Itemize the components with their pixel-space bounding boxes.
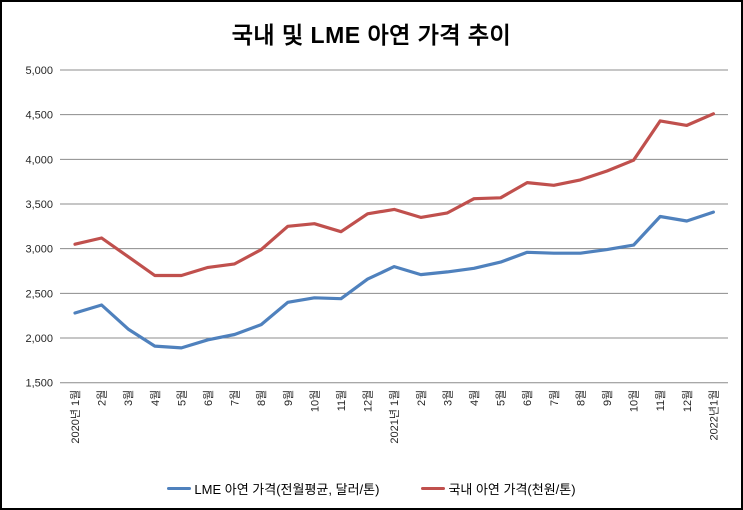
x-axis-tick-label: 2022년1월: [707, 390, 720, 441]
x-axis-tick-label: 12월: [681, 390, 694, 412]
x-axis-tick-label: 11월: [335, 390, 348, 412]
x-axis-tick-label: 4월: [468, 390, 481, 406]
x-axis-tick-label: 9월: [601, 390, 614, 406]
y-axis-tick-label: 3,000: [25, 244, 53, 256]
x-axis-tick-label: 9월: [282, 390, 295, 406]
x-axis-tick-label: 2월: [96, 390, 109, 406]
y-axis-tick-label: 1,500: [25, 378, 53, 390]
y-axis-tick-label: 4,500: [25, 110, 53, 122]
y-axis-tick-label: 4,000: [25, 154, 53, 166]
x-axis-tick-label: 6월: [202, 390, 215, 406]
x-axis-tick-label: 2021년 1월: [388, 390, 401, 444]
y-axis-tick-label: 2,000: [25, 333, 53, 345]
x-axis-tick-label: 6월: [521, 390, 534, 406]
x-axis-tick-label: 5월: [495, 390, 508, 406]
x-axis-tick-label: 7월: [548, 390, 561, 406]
x-axis-tick-label: 12월: [362, 390, 375, 412]
x-axis-tick-label: 7월: [229, 390, 242, 406]
domestic-series-swatch: [421, 487, 446, 490]
x-axis-tick-label: 3월: [441, 390, 454, 406]
y-axis-tick-label: 2,500: [25, 288, 53, 300]
lme-series-swatch: [167, 487, 192, 490]
x-axis-tick-label: 10월: [628, 390, 641, 412]
x-axis-tick-label: 2020년 1월: [69, 390, 82, 444]
legend-item-lme: LME 아연 가격(전월평균, 달러/톤): [167, 479, 379, 498]
x-axis-tick-label: 10월: [308, 390, 321, 412]
domestic-series-label: 국내 아연 가격(천원/톤): [448, 482, 576, 497]
x-axis-tick-label: 2월: [415, 390, 428, 406]
x-axis-tick-label: 8월: [255, 390, 268, 406]
y-axis-tick-label: 5,000: [25, 65, 53, 77]
chart-title: 국내 및 LME 아연 가격 추이: [231, 22, 512, 48]
x-axis-tick-label: 4월: [149, 390, 162, 406]
domestic-series-line: [73, 112, 716, 278]
chart-legend: LME 아연 가격(전월평균, 달러/톤) 국내 아연 가격(천원/톤): [2, 479, 741, 498]
x-axis-tick-label: 8월: [574, 390, 587, 406]
y-axis-tick-label: 3,500: [25, 199, 53, 211]
lme-series-line: [73, 210, 716, 350]
legend-item-domestic: 국내 아연 가격(천원/톤): [421, 479, 576, 498]
lme-series-label: LME 아연 가격(전월평균, 달러/톤): [194, 482, 380, 497]
x-axis-tick-label: 3월: [122, 390, 135, 406]
x-axis-tick-label: 5월: [175, 390, 188, 406]
x-axis-tick-label: 11월: [654, 390, 667, 412]
